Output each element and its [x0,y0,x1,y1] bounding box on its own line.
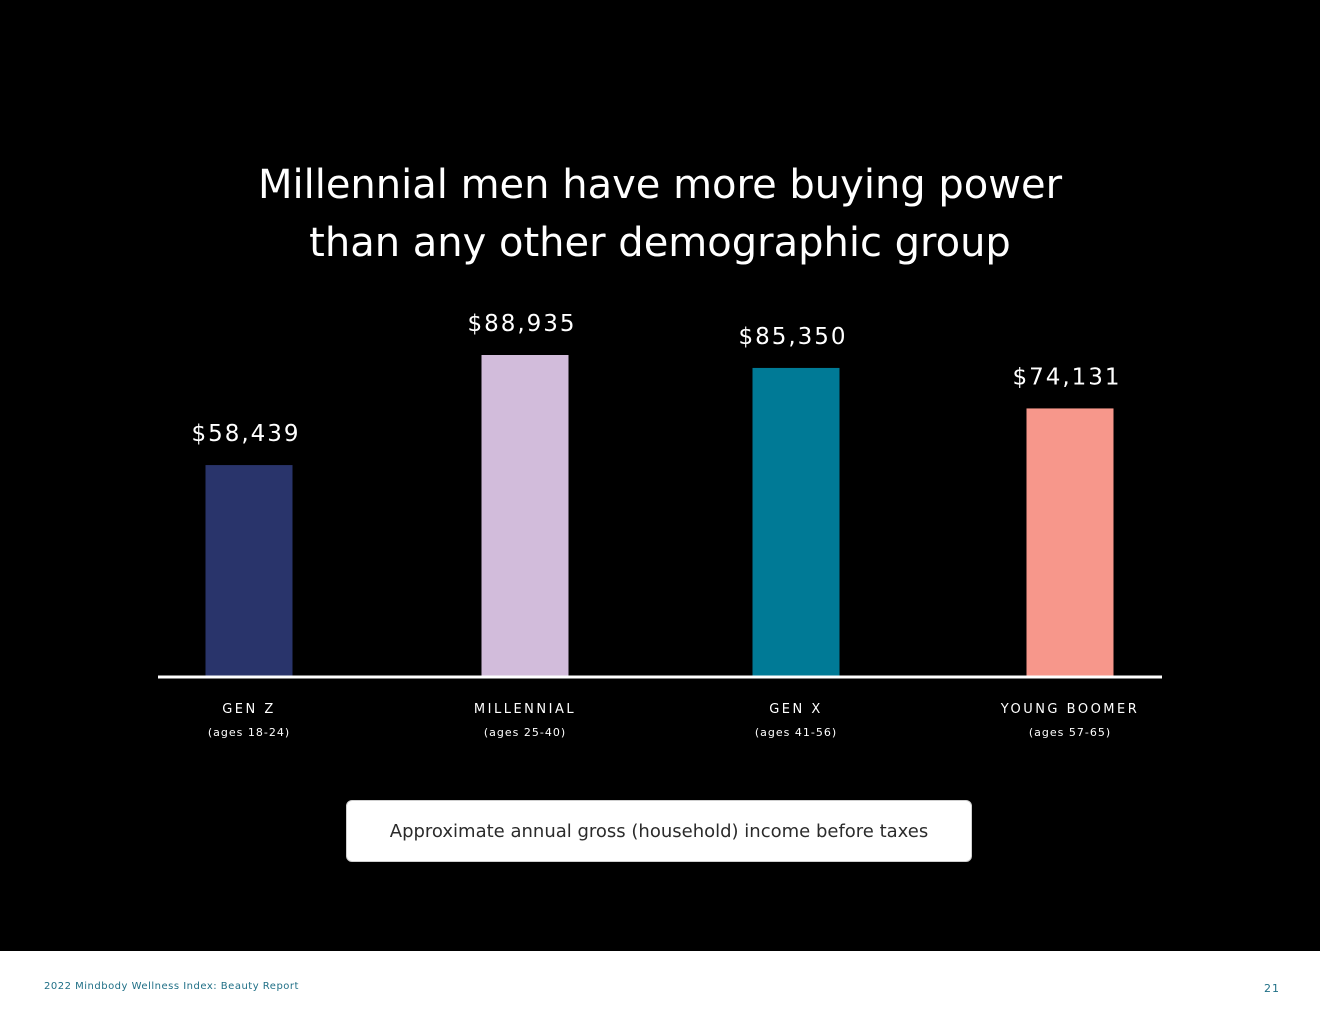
bar-chart: $58,439 GEN Z (ages 18-24) $88,935 MILLENNIA… [158,311,1162,739]
category-sublabel-0: (ages 18-24) [208,726,290,739]
category-label-1: MILLENNIAL [474,702,576,717]
category-label-2: GEN X [769,702,823,717]
title-line-1: Millennial men have more buying power [257,162,1063,208]
bar-value-label-3: $74,131 [1012,364,1121,390]
category-sublabel-3: (ages 57-65) [1029,726,1111,739]
bar-value-label-2: $85,350 [738,324,847,350]
bar-0 [205,465,293,676]
bar-1 [481,355,569,676]
chart-title: Millennial men have more buying power th… [160,156,1160,272]
footer-page-number: 21 [1264,982,1280,995]
bar-value-label-1: $88,935 [467,311,576,337]
chart-note-box: Approximate annual gross (household) inc… [346,800,972,862]
title-line-2: than any other demographic group [309,220,1011,266]
category-label-3: YOUNG BOOMER [1000,702,1140,717]
category-sublabel-2: (ages 41-56) [755,726,837,739]
footer-report-name: 2022 Mindbody Wellness Index: Beauty Rep… [44,981,299,992]
bar-2 [752,367,840,676]
category-label-0: GEN Z [222,702,276,717]
chart-note-text: Approximate annual gross (household) inc… [389,820,929,842]
bar-3 [1026,408,1114,676]
slide-background: Millennial men have more buying power th… [0,0,1320,951]
category-sublabel-1: (ages 25-40) [484,726,566,739]
bar-value-label-0: $58,439 [191,421,300,447]
